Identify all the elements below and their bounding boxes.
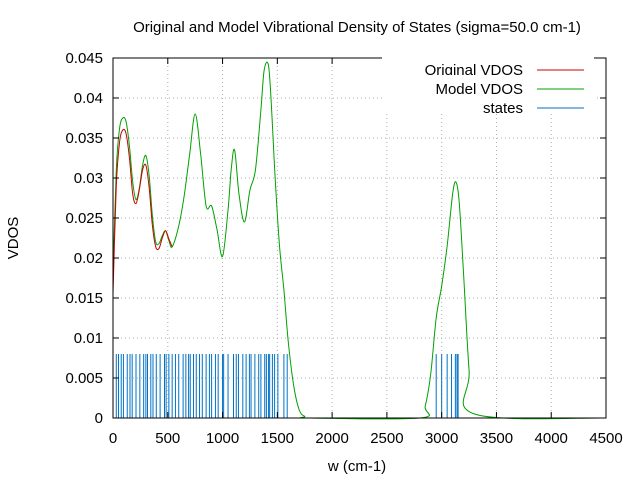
y-tick-label: 0.03: [74, 170, 103, 187]
legend-label: Original VDOS: [425, 62, 523, 79]
legend: Original VDOS Model VDOS states: [382, 56, 594, 117]
x-tick-label: 3500: [480, 430, 513, 447]
legend-label: Model VDOS: [435, 81, 523, 98]
x-tick-label: 0: [109, 430, 117, 447]
x-tick-label: 4000: [535, 430, 568, 447]
x-tick-label: 1000: [206, 430, 239, 447]
y-tick-label: 0.01: [74, 330, 103, 347]
x-tick-label: 500: [155, 430, 180, 447]
y-axis-label: VDOS: [5, 217, 22, 260]
axis-ticks: 0 500 1000 1500 2000 2500 3000 3500 4000 4500 0 0.0…: [65, 50, 622, 447]
y-tick-label: 0.02: [74, 250, 103, 267]
series-line: [112, 128, 173, 295]
y-tick-label: 0: [95, 410, 103, 427]
x-tick-label: 1500: [261, 430, 294, 447]
y-tick-label: 0.035: [65, 130, 103, 147]
x-tick-label: 4500: [589, 430, 622, 447]
grid: [113, 58, 606, 418]
y-tick-label: 0.005: [65, 370, 103, 387]
y-tick-label: 0.04: [74, 90, 103, 107]
y-tick-label: 0.015: [65, 290, 103, 307]
x-tick-label: 3000: [425, 430, 458, 447]
y-tick-label: 0.025: [65, 210, 103, 227]
plot-frame: [112, 57, 607, 419]
x-axis-label: w (cm-1): [327, 458, 386, 475]
y-tick-label: 0.045: [65, 50, 103, 67]
legend-label: states: [483, 100, 523, 117]
series-line: [112, 61, 607, 420]
plot-area: [112, 61, 607, 420]
x-tick-label: 2500: [370, 430, 403, 447]
chart-title: Original and Model Vibrational Density o…: [133, 19, 581, 36]
x-tick-label: 2000: [315, 430, 348, 447]
